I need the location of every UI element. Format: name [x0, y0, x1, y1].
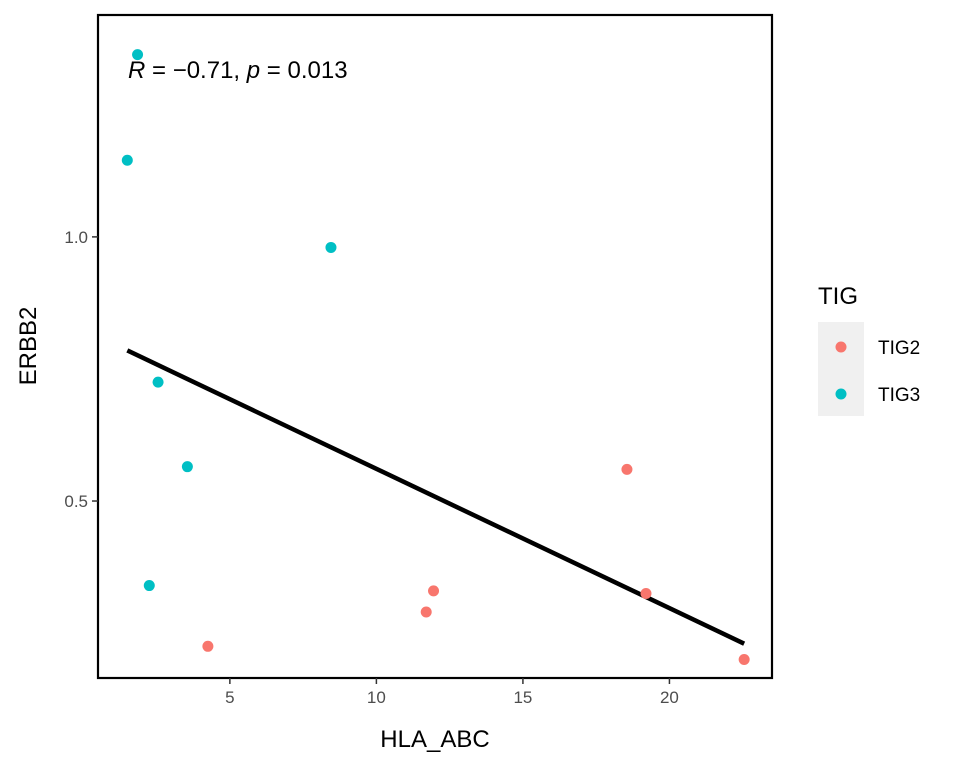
data-point-tig3: [121, 154, 133, 166]
legend-title: TIG: [818, 283, 858, 310]
x-tick-label: 5: [225, 688, 234, 707]
data-point-tig2: [420, 606, 432, 618]
annotation-r-value: = −0.71,: [145, 57, 246, 84]
annotation-p-symbol: p: [246, 57, 260, 84]
annotation-r-symbol: R: [128, 57, 145, 84]
points-layer: [121, 49, 750, 666]
y-tick-label: 0.5: [64, 492, 88, 511]
data-point-tig2: [621, 463, 633, 475]
data-point-tig2: [428, 585, 440, 597]
data-point-tig3: [132, 49, 144, 61]
legend-label-tig3: TIG3: [878, 385, 920, 406]
axis-ticks: 5 10 15 20 0.5 1.0: [64, 228, 679, 707]
x-tick-label: 20: [660, 688, 679, 707]
x-tick-label: 15: [513, 688, 532, 707]
data-point-tig3: [181, 461, 193, 473]
legend-key-tig2: [835, 341, 847, 353]
legend-entries: TIG2 TIG3: [835, 338, 920, 406]
data-point-tig2: [640, 587, 652, 599]
data-point-tig3: [143, 580, 155, 592]
data-point-tig3: [152, 376, 164, 388]
y-axis-title: ERBB2: [15, 307, 42, 386]
correlation-annotation: R = −0.71, p = 0.013: [128, 57, 348, 84]
data-point-tig2: [202, 640, 214, 652]
data-point-tig2: [738, 654, 750, 666]
plot-panel: [96, 13, 774, 680]
legend-label-tig2: TIG2: [878, 338, 920, 359]
annotation-p-value: = 0.013: [260, 57, 347, 84]
legend: TIG TIG2 TIG3: [818, 283, 920, 416]
y-tick-label: 1.0: [64, 228, 88, 247]
x-axis-title: HLA_ABC: [380, 726, 489, 753]
legend-key-tig3: [835, 388, 847, 400]
x-tick-label: 10: [367, 688, 386, 707]
data-point-tig3: [325, 241, 337, 253]
legend-key-background: [818, 322, 864, 416]
